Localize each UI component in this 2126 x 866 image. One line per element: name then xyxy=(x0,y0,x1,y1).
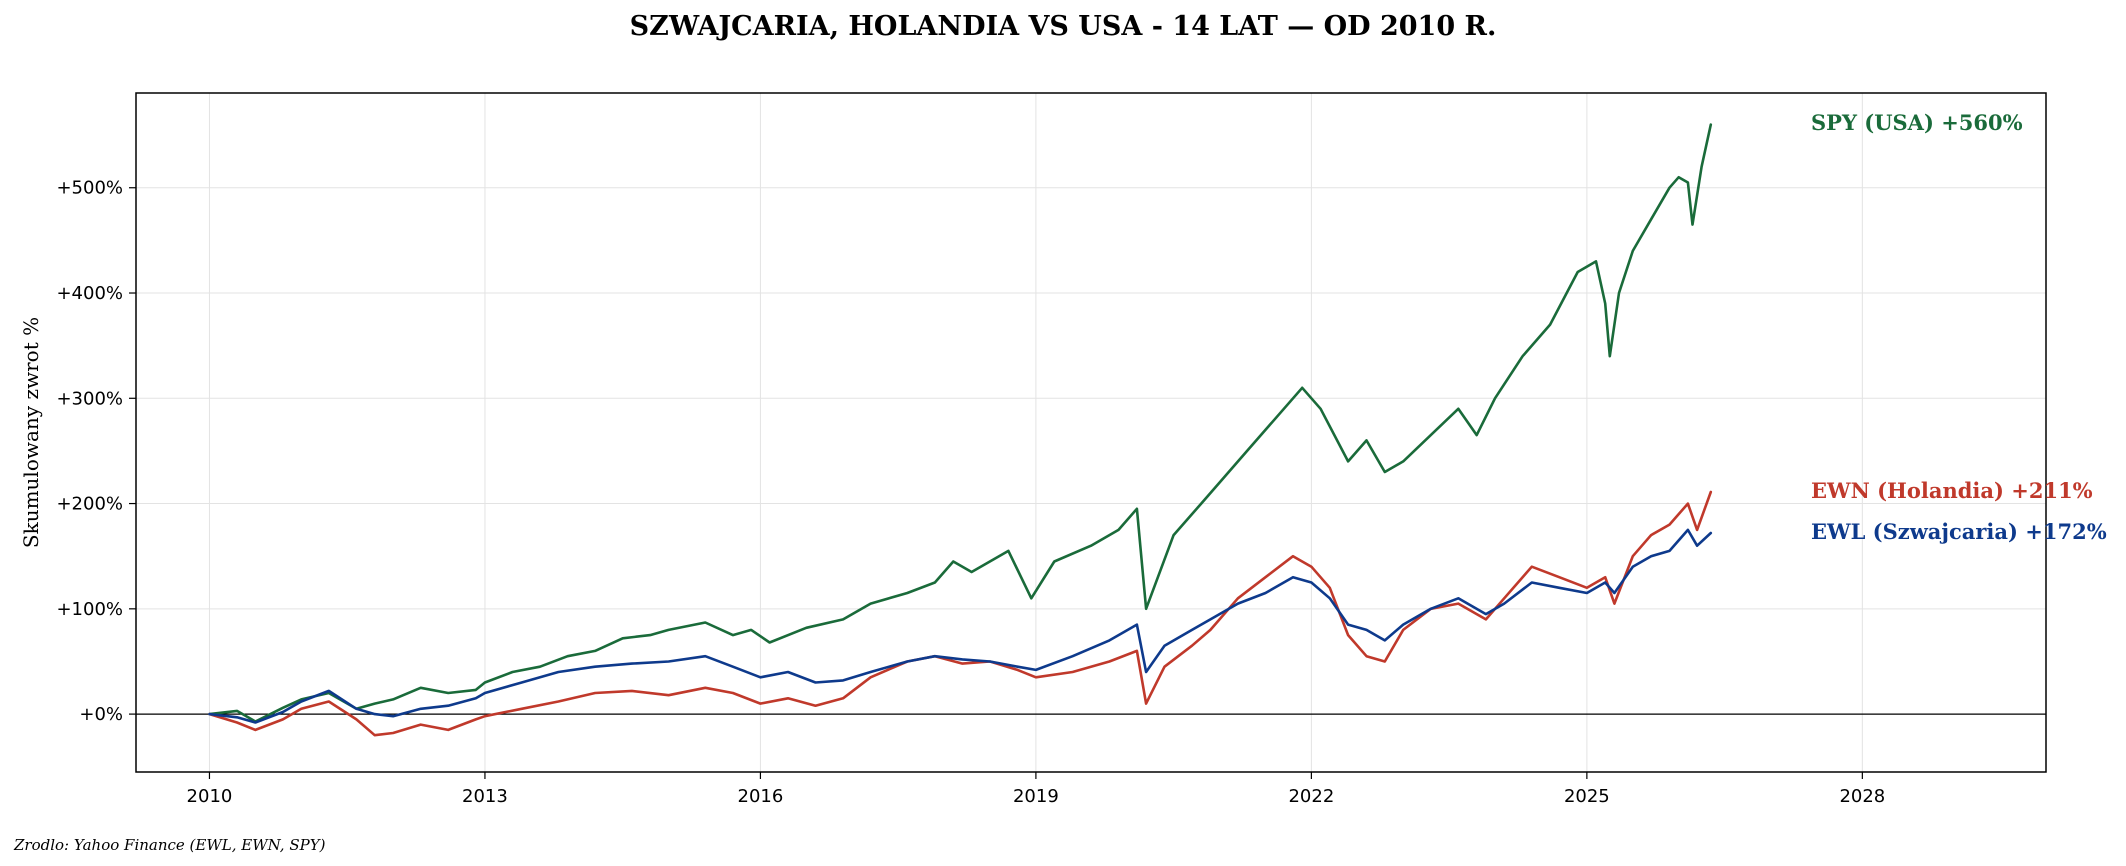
y-tick-label: +400% xyxy=(56,283,123,304)
y-axis-label: Skumulowany zwrot % xyxy=(19,317,43,548)
series-line xyxy=(208,528,1713,724)
y-tick-label: +300% xyxy=(56,388,123,409)
grid xyxy=(136,93,2046,772)
y-tick-label: +500% xyxy=(56,178,123,199)
y-axis: +0% +100% +200% +300% +400% +500% xyxy=(56,178,136,725)
plot-area-frame xyxy=(135,92,2047,773)
series-line xyxy=(208,123,1713,723)
series-end-label: SPY (USA) +560% xyxy=(1811,110,2023,135)
x-axis: 2010 2013 2016 2019 2022 2025 2028 xyxy=(187,772,1885,807)
y-tick-label: +0% xyxy=(79,704,123,725)
chart-title: SZWAJCARIA, HOLANDIA VS USA - 14 LAT — O… xyxy=(630,11,1497,42)
x-tick-label: 2025 xyxy=(1564,786,1610,807)
x-tick-label: 2022 xyxy=(1288,786,1334,807)
x-tick-label: 2028 xyxy=(1839,786,1885,807)
source-note: Zrodlo: Yahoo Finance (EWL, EWN, SPY) xyxy=(13,836,326,854)
series-lines xyxy=(208,123,1713,737)
series-end-labels: SPY (USA) +560% EWN (Holandia) +211% EWL (… xyxy=(1811,110,2107,544)
x-tick-label: 2010 xyxy=(187,786,233,807)
series-end-label: EWL (Szwajcaria) +172% xyxy=(1811,519,2107,544)
series-line xyxy=(208,490,1713,737)
x-tick-label: 2016 xyxy=(738,786,784,807)
series-end-label: EWN (Holandia) +211% xyxy=(1811,478,2093,503)
x-tick-label: 2019 xyxy=(1013,786,1059,807)
y-tick-label: +200% xyxy=(56,494,123,515)
x-tick-label: 2013 xyxy=(462,786,508,807)
y-tick-label: +100% xyxy=(56,599,123,620)
